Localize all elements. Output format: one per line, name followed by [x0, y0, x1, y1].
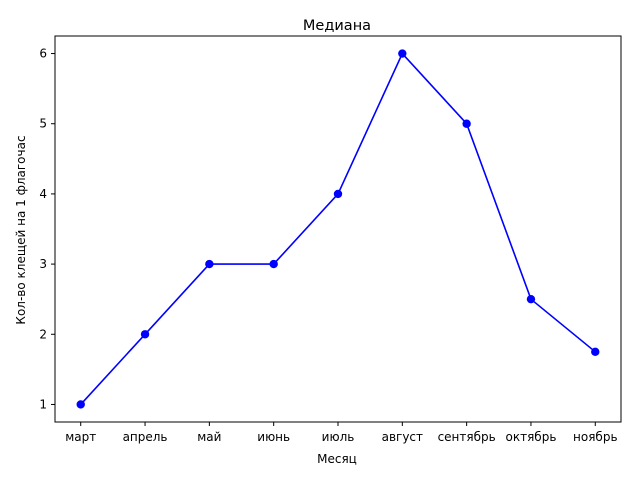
y-tick-label: 1: [39, 397, 47, 411]
y-tick-label: 5: [39, 117, 47, 131]
x-tick-label: сентябрь: [438, 430, 496, 444]
x-tick-label: август: [382, 430, 423, 444]
data-point: [333, 189, 343, 199]
chart-title: Медиана: [303, 18, 371, 34]
data-point: [526, 294, 536, 304]
series-line: [80, 52, 596, 405]
x-tick-label: июнь: [257, 430, 290, 444]
data-point: [462, 119, 471, 128]
axes-frame: [54, 35, 622, 423]
y-tick-label: 2: [39, 327, 47, 341]
data-point: [269, 259, 278, 269]
x-tick-label: июль: [322, 430, 355, 444]
y-tick-label: 6: [39, 47, 47, 61]
plot-area: 1 2 3 4 5 6 март апрель май июнь июль август сентябр…: [39, 35, 622, 444]
x-axis-label: Месяц: [317, 452, 357, 466]
data-point: [591, 347, 600, 357]
x-tick-label: ноябрь: [573, 430, 618, 444]
data-point: [398, 49, 407, 58]
y-axis-label: Кол-во клещей на 1 флагочас: [14, 135, 28, 324]
x-tick-label: октябрь: [506, 430, 557, 444]
data-point: [76, 400, 85, 409]
x-tick-label: март: [65, 430, 96, 444]
x-tick-label: апрель: [123, 430, 168, 444]
y-tick-label: 4: [39, 187, 47, 201]
y-tick-label: 3: [39, 257, 47, 271]
x-tick-label: май: [197, 430, 221, 444]
data-point: [140, 330, 150, 339]
data-point: [205, 259, 214, 269]
